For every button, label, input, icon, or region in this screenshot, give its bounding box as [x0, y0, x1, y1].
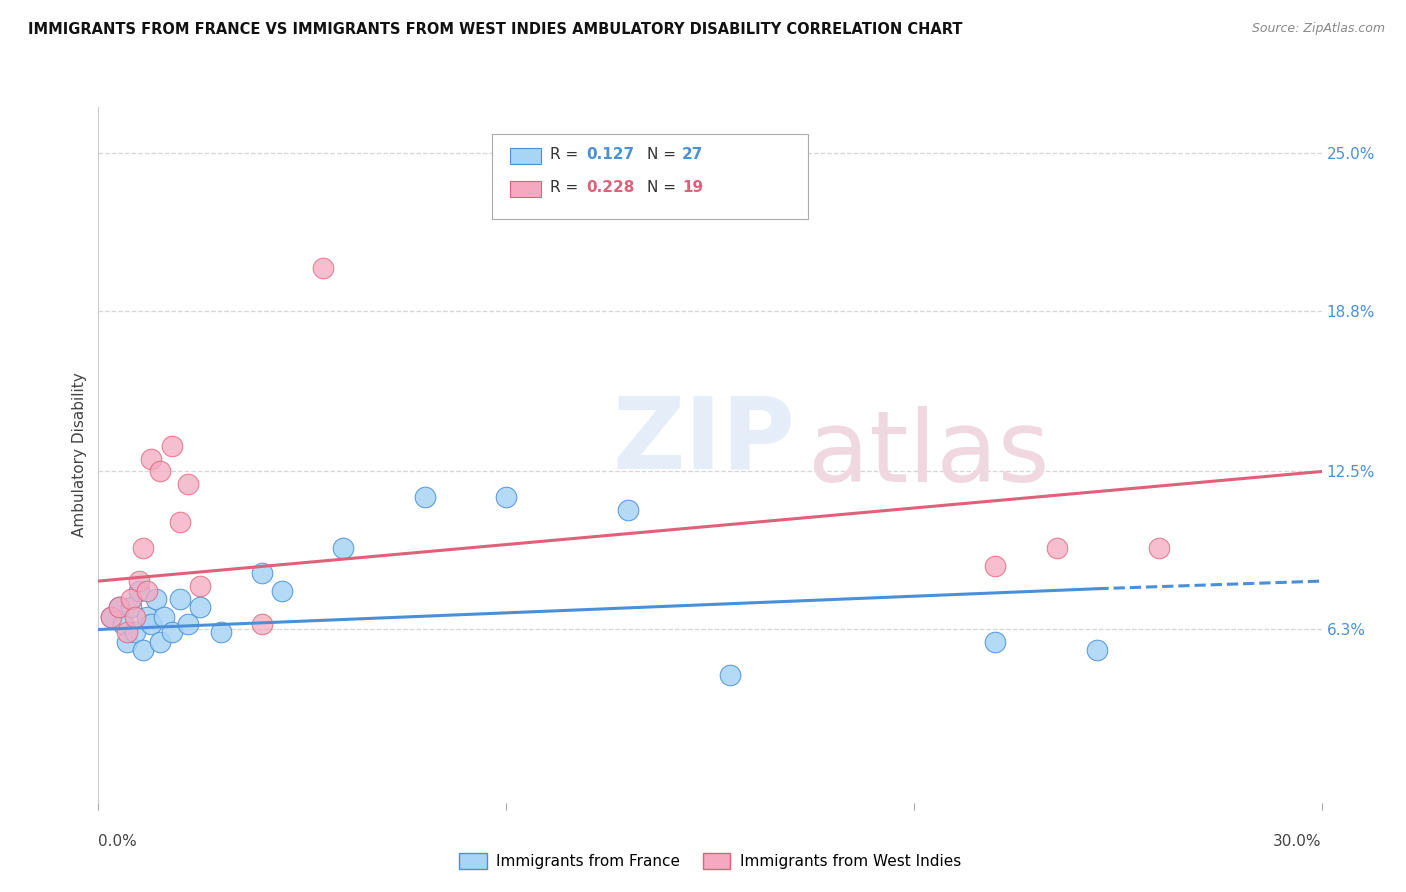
Point — [100, 609, 122, 624]
Text: atlas: atlas — [808, 407, 1049, 503]
Text: ZIP: ZIP — [612, 392, 794, 490]
Text: 0.228: 0.228 — [586, 180, 634, 194]
Point — [495, 490, 517, 504]
Point — [1085, 643, 1108, 657]
Point — [120, 591, 142, 606]
Point — [145, 591, 167, 606]
Point — [108, 599, 131, 614]
Point — [169, 591, 191, 606]
Point — [149, 635, 172, 649]
Point — [270, 584, 294, 599]
Point — [160, 625, 183, 640]
Point — [115, 625, 138, 640]
Point — [111, 617, 134, 632]
Text: N =: N = — [647, 180, 676, 194]
Text: 19: 19 — [682, 180, 703, 194]
Point — [115, 635, 138, 649]
Point — [617, 502, 640, 516]
Point — [209, 625, 232, 640]
Point — [120, 599, 142, 614]
Point — [250, 617, 273, 632]
Point — [136, 609, 159, 624]
Text: Source: ZipAtlas.com: Source: ZipAtlas.com — [1251, 22, 1385, 36]
Point — [141, 617, 163, 632]
Point — [124, 625, 146, 640]
Text: 30.0%: 30.0% — [1274, 834, 1322, 849]
Point — [1045, 541, 1069, 555]
Text: R =: R = — [550, 147, 578, 161]
Point — [177, 477, 200, 491]
Point — [152, 609, 174, 624]
Point — [132, 541, 155, 555]
Legend: Immigrants from France, Immigrants from West Indies: Immigrants from France, Immigrants from … — [453, 847, 967, 875]
Point — [188, 599, 212, 614]
Point — [312, 260, 335, 275]
Text: N =: N = — [647, 147, 676, 161]
Point — [177, 617, 200, 632]
Point — [108, 599, 131, 614]
Point — [124, 609, 146, 624]
Point — [984, 558, 1007, 573]
Point — [1147, 541, 1170, 555]
Point — [413, 490, 436, 504]
Point — [128, 574, 150, 588]
Point — [720, 668, 742, 682]
Point — [149, 465, 172, 479]
Point — [132, 643, 155, 657]
Point — [332, 541, 354, 555]
Text: 0.127: 0.127 — [586, 147, 634, 161]
Text: 27: 27 — [682, 147, 703, 161]
Point — [160, 439, 183, 453]
Point — [169, 516, 191, 530]
Point — [188, 579, 212, 593]
Y-axis label: Ambulatory Disability: Ambulatory Disability — [72, 373, 87, 537]
Text: IMMIGRANTS FROM FRANCE VS IMMIGRANTS FROM WEST INDIES AMBULATORY DISABILITY CORR: IMMIGRANTS FROM FRANCE VS IMMIGRANTS FRO… — [28, 22, 963, 37]
Point — [128, 584, 150, 599]
Text: 0.0%: 0.0% — [98, 834, 138, 849]
Text: R =: R = — [550, 180, 578, 194]
Point — [984, 635, 1007, 649]
Point — [100, 609, 122, 624]
Point — [136, 584, 159, 599]
Point — [141, 451, 163, 466]
Point — [250, 566, 273, 581]
